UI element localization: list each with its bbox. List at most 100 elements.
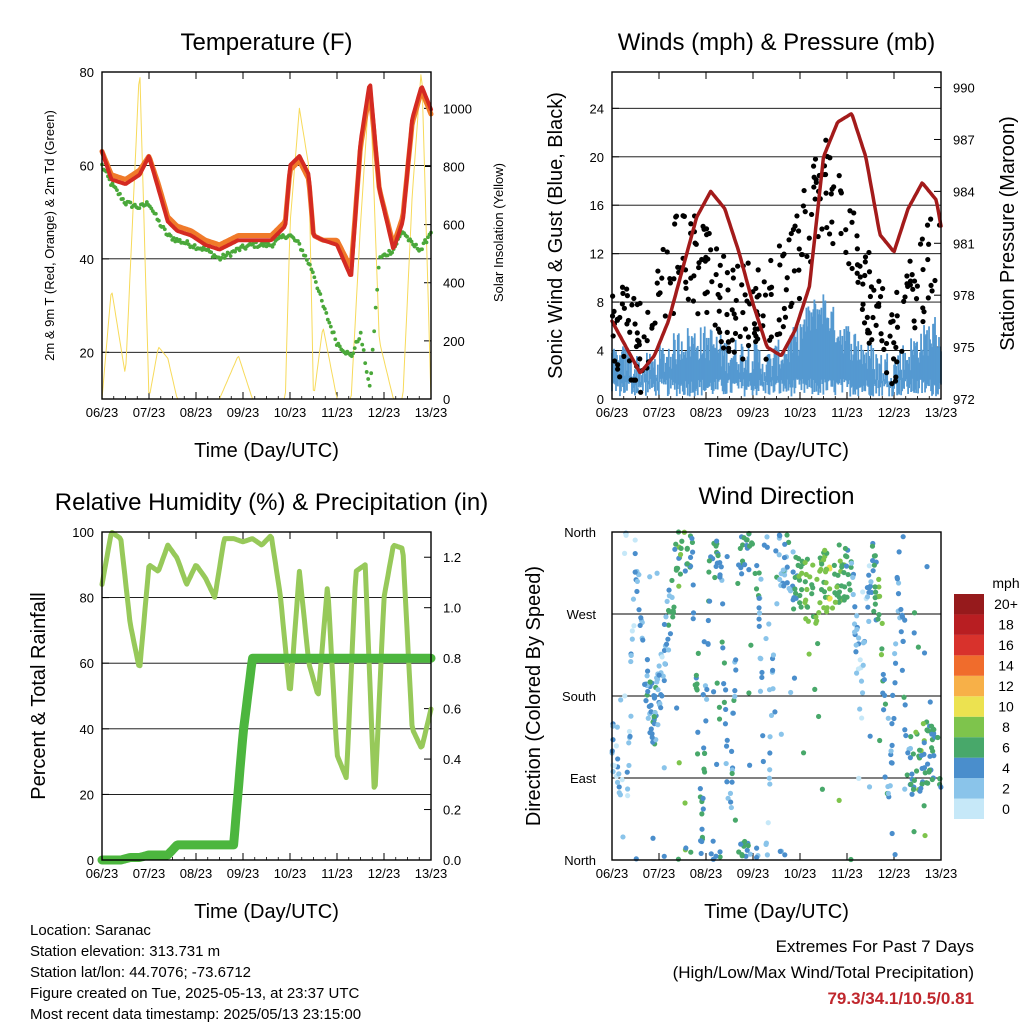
plot-border <box>611 531 942 861</box>
direction-point <box>790 597 796 603</box>
direction-point <box>756 616 762 622</box>
gust-point <box>751 321 758 327</box>
direction-point <box>839 564 845 570</box>
direction-point <box>753 586 760 592</box>
direction-point <box>919 781 925 787</box>
direction-point <box>767 781 773 787</box>
direction-point <box>854 613 860 619</box>
direction-point <box>706 569 712 575</box>
direction-point <box>770 667 776 673</box>
direction-point <box>692 682 698 688</box>
x-tick-label: 09/23 <box>737 405 770 420</box>
direction-point <box>916 747 923 753</box>
direction-point <box>781 572 788 578</box>
y-right-tick-label: 1000 <box>443 101 472 116</box>
direction-point <box>785 539 792 545</box>
direction-point <box>861 639 867 645</box>
direction-point <box>663 614 669 620</box>
gust-point <box>662 313 668 319</box>
gust-point <box>801 187 807 194</box>
y-right-tick-label: 984 <box>953 184 975 199</box>
direction-point <box>797 592 803 599</box>
direction-point <box>687 554 694 561</box>
gust-point <box>762 292 769 298</box>
gust-point <box>836 173 842 179</box>
colorbar-label: 6 <box>1002 739 1010 755</box>
dewpoint-point <box>370 347 375 352</box>
gust-point <box>838 190 844 196</box>
gust-point <box>860 281 866 287</box>
gust-point <box>733 315 739 321</box>
gust-point <box>783 287 789 293</box>
colorbar-swatch <box>954 594 984 615</box>
gust-point <box>691 273 697 279</box>
gust-point <box>713 246 720 252</box>
direction-point <box>904 772 910 778</box>
gust-point <box>720 345 727 351</box>
x-tick-label: 09/23 <box>227 866 260 881</box>
dewpoint-point <box>224 253 229 258</box>
direction-point <box>866 585 872 591</box>
direction-point <box>824 605 830 611</box>
direction-point <box>845 571 851 578</box>
direction-point <box>764 534 770 540</box>
gust-point <box>781 251 787 257</box>
colorbar-swatch <box>954 737 984 758</box>
colorbar-label: 16 <box>998 637 1014 653</box>
gust-point <box>781 305 787 312</box>
direction-point <box>872 553 878 559</box>
direction-point <box>860 662 866 668</box>
gust-point <box>920 266 926 273</box>
y-category-label: South <box>562 689 596 704</box>
direction-point <box>767 750 773 756</box>
direction-point <box>876 612 882 618</box>
direction-point <box>929 776 935 783</box>
direction-point <box>721 660 728 666</box>
direction-point <box>752 570 758 577</box>
direction-point <box>756 623 762 629</box>
colorbar-swatch <box>954 757 984 779</box>
direction-point <box>770 652 777 658</box>
gust-point <box>866 269 873 275</box>
gust-point <box>864 314 870 320</box>
gust-point <box>870 314 876 321</box>
direction-point <box>760 758 766 765</box>
direction-point <box>858 678 865 684</box>
dewpoint-point <box>162 227 167 232</box>
dewpoint-point <box>297 241 302 246</box>
direction-point <box>721 699 727 705</box>
direction-point <box>760 733 766 739</box>
direction-point <box>767 734 773 740</box>
extremes-subtitle: (High/Low/Max Wind/Total Precipitation) <box>672 963 974 982</box>
direction-point <box>682 800 688 806</box>
direction-point <box>647 679 653 685</box>
direction-point <box>856 635 862 641</box>
direction-point <box>824 566 830 573</box>
gust-point <box>725 287 731 293</box>
extremes-values: 79.3/34.1/10.5/0.81 <box>827 989 974 1008</box>
direction-point <box>690 616 696 622</box>
direction-point <box>795 562 801 568</box>
direction-point <box>672 546 678 552</box>
gust-point <box>883 340 890 347</box>
dewpoint-point <box>296 239 300 243</box>
dewpoint-point <box>185 239 190 243</box>
gust-point <box>637 356 643 362</box>
direction-point <box>834 584 840 590</box>
direction-point <box>655 722 661 728</box>
gust-point <box>819 226 825 232</box>
direction-point <box>699 811 705 817</box>
direction-point <box>790 549 796 555</box>
direction-point <box>724 779 730 785</box>
gust-point <box>756 292 762 298</box>
direction-point <box>694 751 701 757</box>
gust-point <box>846 261 852 267</box>
dewpoint-point <box>121 197 125 201</box>
gust-point <box>745 260 751 266</box>
gust-point <box>857 274 863 280</box>
dewpoint-point <box>322 306 327 311</box>
gust-point <box>724 329 730 335</box>
gust-point <box>926 241 932 247</box>
direction-point <box>844 554 850 560</box>
